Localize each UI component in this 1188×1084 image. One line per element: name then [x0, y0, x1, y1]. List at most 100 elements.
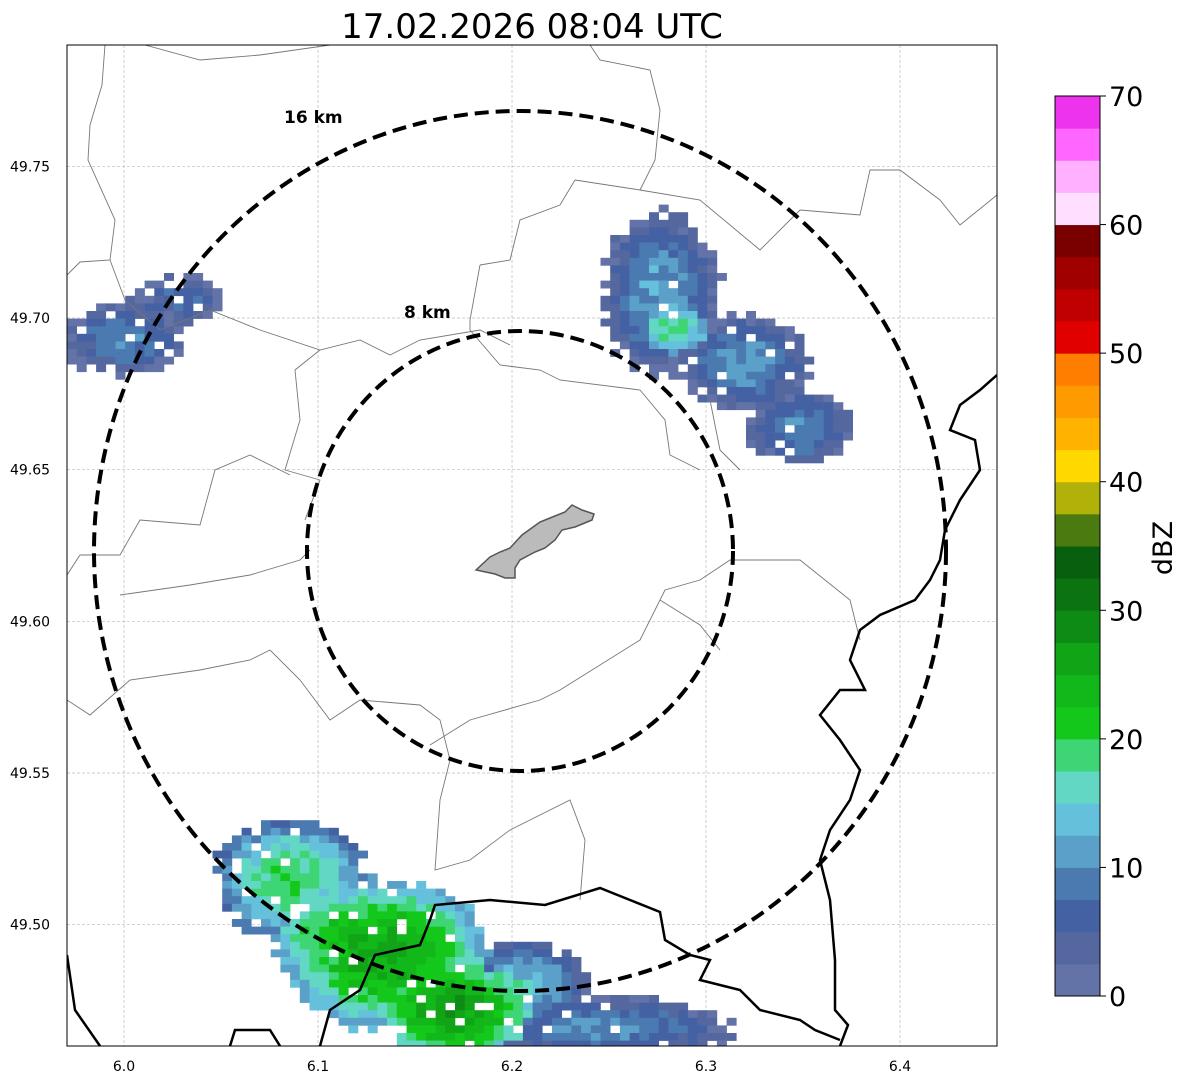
echo-cell: [532, 1002, 543, 1011]
echo-cell: [241, 850, 252, 859]
echo-cell: [697, 379, 708, 388]
echo-cell: [319, 858, 330, 867]
echo-cell: [707, 379, 718, 388]
echo-cell: [358, 873, 368, 882]
echo-cell: [358, 949, 368, 958]
echo-cell: [484, 957, 495, 965]
echo-cell: [115, 333, 126, 342]
echo-cell: [377, 1002, 388, 1011]
echo-cell: [484, 1040, 495, 1046]
echo-cell: [658, 1025, 669, 1034]
echo-cell: [144, 280, 155, 289]
echo-cell: [619, 288, 630, 297]
echo-cell: [309, 865, 320, 874]
echo-cell: [629, 242, 640, 251]
echo-cell: [697, 1010, 708, 1019]
echo-cell: [193, 273, 204, 281]
echo-cell: [542, 1040, 553, 1046]
echo-cell: [387, 1002, 398, 1011]
echo-cell: [687, 250, 698, 259]
echo-cell: [358, 896, 368, 905]
echo-cell: [455, 911, 465, 920]
echo-cell: [707, 1033, 718, 1041]
echo-cell: [658, 1010, 669, 1019]
echo-cell: [270, 850, 281, 859]
echo-cell: [823, 402, 834, 411]
echo-cell: [649, 273, 659, 281]
echo-cell: [96, 341, 107, 350]
echo-cell: [716, 1025, 727, 1034]
echo-cell: [115, 349, 126, 357]
echo-cell: [464, 1002, 475, 1011]
echo-cell: [542, 972, 553, 981]
echo-cell: [697, 242, 708, 251]
echo-cell: [639, 280, 650, 289]
echo-cell: [328, 843, 339, 851]
echo-cell: [493, 1033, 504, 1041]
echo-cell: [251, 858, 262, 867]
echo-cell: [649, 242, 659, 251]
echo-cell: [823, 447, 834, 456]
echo-cell: [348, 972, 359, 981]
echo-cell: [668, 235, 679, 243]
echo-cell: [367, 1017, 378, 1026]
echo-cell: [261, 827, 271, 836]
echo-cell: [299, 835, 310, 844]
echo-cell: [687, 235, 698, 243]
echo-cell: [396, 979, 407, 988]
echo-cell: [416, 1010, 427, 1019]
echo-cell: [522, 979, 533, 988]
echo-cell: [726, 402, 737, 411]
echo-cell: [144, 295, 155, 304]
echo-cell: [367, 881, 378, 889]
echo-cell: [358, 972, 368, 981]
echo-cell: [173, 326, 184, 335]
echo-cell: [280, 850, 291, 859]
echo-cell: [445, 903, 456, 912]
echo-cell: [522, 957, 533, 965]
echo-cell: [396, 949, 407, 958]
echo-cell: [784, 432, 795, 441]
echo-cell: [639, 1002, 650, 1011]
echo-cell: [319, 926, 330, 935]
echo-cell: [338, 941, 349, 950]
echo-cell: [348, 934, 359, 943]
echo-cell: [445, 987, 456, 996]
echo-cell: [435, 1040, 446, 1046]
echo-cell: [639, 995, 650, 1003]
echo-cell: [464, 911, 475, 920]
echo-cell: [716, 356, 727, 365]
echo-cell: [755, 326, 766, 335]
echo-cell: [358, 941, 368, 950]
echo-cell: [503, 964, 514, 973]
range-ring-label-16km: 16 km: [284, 108, 343, 128]
echo-cell: [222, 881, 233, 889]
echo-cell: [348, 873, 359, 882]
echo-cell: [377, 972, 388, 981]
echo-cell: [629, 1033, 640, 1041]
echo-cell: [775, 326, 786, 335]
echo-cell: [775, 447, 786, 456]
echo-cell: [687, 364, 698, 373]
echo-cell: [707, 1017, 718, 1026]
echo-cell: [348, 903, 359, 912]
echo-cell: [328, 926, 339, 935]
colorbar-bin: [1055, 738, 1100, 772]
echo-cell: [658, 295, 669, 304]
echo-cell: [280, 941, 291, 950]
echo-cell: [222, 873, 233, 882]
echo-cell: [358, 888, 368, 897]
echo-cell: [67, 326, 77, 335]
echo-cell: [348, 949, 359, 958]
echo-cell: [425, 949, 436, 958]
echo-cell: [513, 1033, 524, 1041]
echo-cell: [775, 371, 786, 380]
echo-cell: [76, 364, 87, 373]
colorbar-tick-label: 40: [1109, 468, 1143, 499]
echo-cell: [552, 964, 562, 973]
echo-cell: [270, 835, 281, 844]
echo-cell: [619, 311, 630, 319]
echo-cell: [474, 926, 485, 935]
echo-cell: [493, 1017, 504, 1026]
echo-cell: [668, 1040, 679, 1046]
